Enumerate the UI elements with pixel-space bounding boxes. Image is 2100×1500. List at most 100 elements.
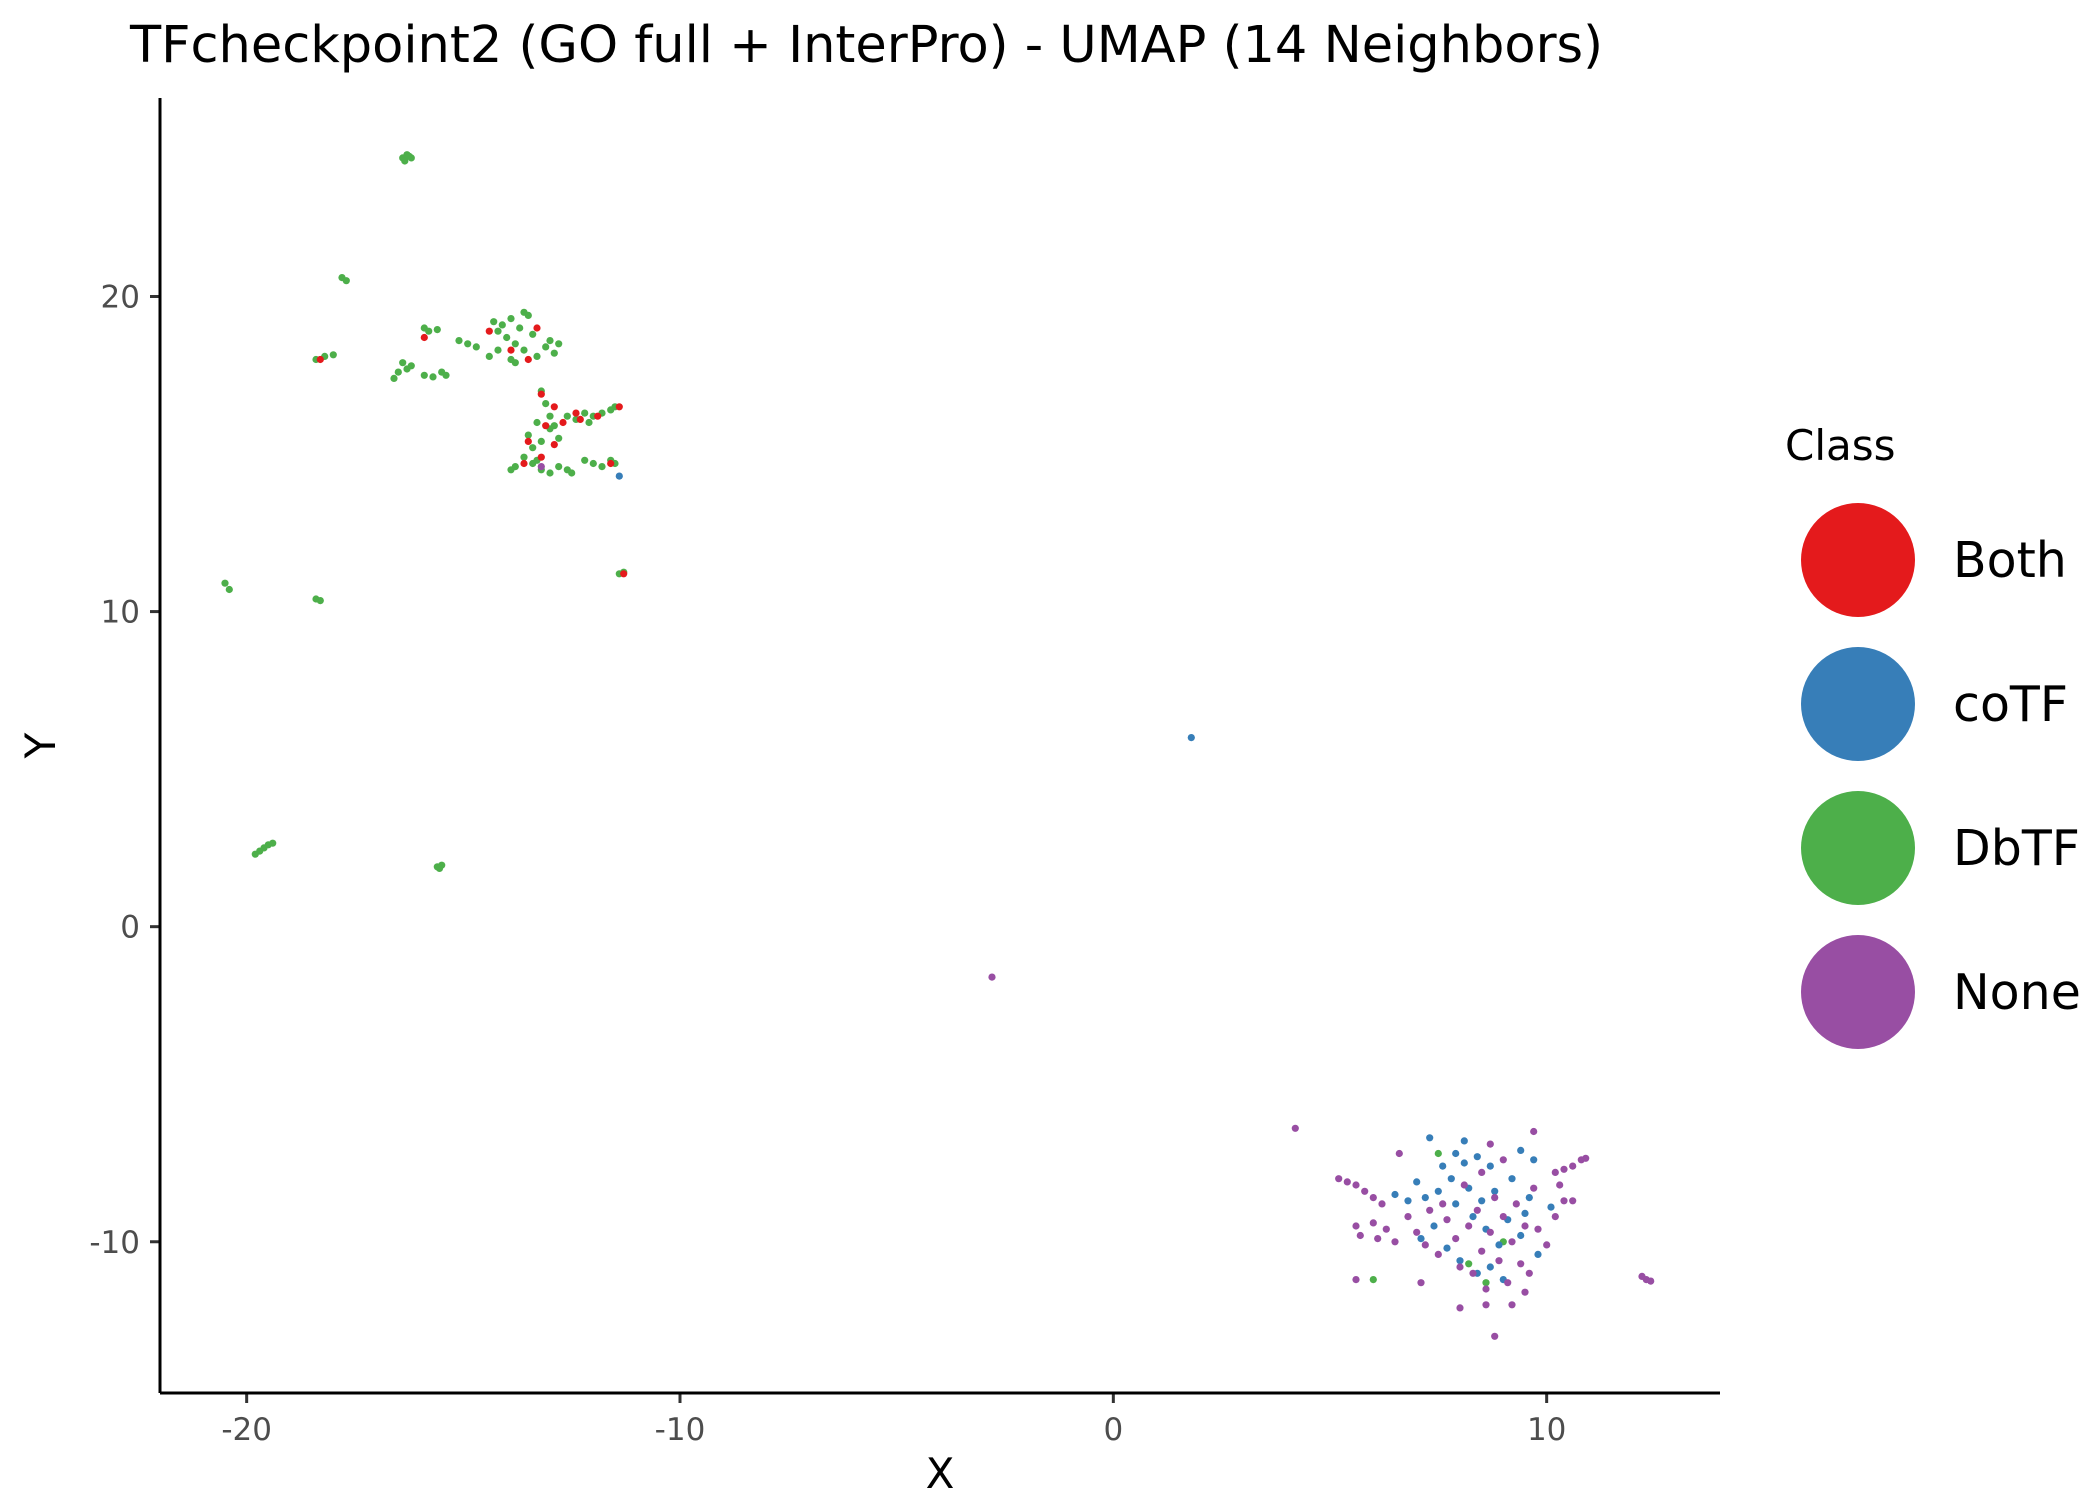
point-dbtf — [546, 337, 554, 345]
legend-key-none — [1801, 935, 1915, 1049]
point-none — [1478, 1247, 1486, 1255]
legend-label-cotf: coTF — [1953, 676, 2068, 733]
point-cotf — [1452, 1149, 1460, 1158]
point-cotf — [1469, 1213, 1477, 1221]
point-dbtf — [511, 340, 519, 348]
point-none — [1569, 1162, 1577, 1170]
point-none — [1352, 1222, 1360, 1230]
point-none — [1443, 1216, 1451, 1224]
point-dbtf — [1482, 1279, 1490, 1287]
point-both — [550, 441, 558, 449]
point-none — [1647, 1277, 1655, 1285]
point-cotf — [1534, 1250, 1542, 1258]
legend-label-both: Both — [1953, 532, 2067, 589]
point-none — [1434, 1250, 1442, 1258]
chart-title: TFcheckpoint2 (GO full + InterPro) - UMA… — [129, 16, 1603, 75]
point-dbtf — [420, 371, 428, 379]
point-cotf — [1473, 1153, 1481, 1161]
point-cotf — [1434, 1187, 1442, 1195]
point-dbtf — [425, 327, 433, 335]
point-none — [1491, 1194, 1499, 1202]
point-none — [1426, 1206, 1434, 1214]
legend-key-both — [1801, 503, 1915, 617]
y-axis-ticks: -10 0 10 20 — [89, 280, 160, 1261]
point-dbtf — [316, 597, 324, 605]
point-cotf — [1421, 1194, 1429, 1202]
legend-label-dbtf: DbTF — [1953, 820, 2080, 877]
x-tick-label: -20 — [221, 1412, 272, 1448]
point-dbtf — [533, 352, 541, 360]
point-none — [1482, 1285, 1490, 1293]
point-dbtf — [546, 412, 554, 420]
point-dbtf — [485, 352, 493, 360]
point-dbtf — [516, 324, 524, 332]
point-dbtf — [581, 409, 589, 417]
point-none — [1361, 1187, 1369, 1195]
point-none — [1556, 1181, 1564, 1189]
point-none — [1413, 1228, 1421, 1236]
point-none — [1551, 1213, 1559, 1221]
point-none — [1460, 1181, 1468, 1189]
point-both — [533, 324, 541, 332]
point-cotf — [1413, 1178, 1421, 1186]
point-dbtf — [433, 326, 441, 334]
point-cotf — [1530, 1156, 1538, 1164]
point-dbtf — [221, 579, 229, 587]
point-none — [1551, 1168, 1559, 1176]
point-none — [1356, 1231, 1364, 1240]
point-both — [542, 422, 550, 430]
point-none — [1374, 1235, 1382, 1243]
point-dbtf — [494, 327, 502, 335]
point-none — [1369, 1219, 1377, 1227]
point-dbtf — [520, 453, 528, 461]
point-none — [1352, 1181, 1360, 1189]
point-dbtf — [589, 459, 597, 468]
point-dbtf — [529, 444, 537, 452]
point-none — [1378, 1200, 1386, 1208]
point-cotf — [1478, 1197, 1486, 1205]
point-dbtf — [524, 431, 532, 439]
x-tick-label: 0 — [1103, 1412, 1123, 1448]
point-dbtf — [405, 152, 413, 160]
point-cotf — [1508, 1175, 1516, 1183]
point-dbtf — [498, 321, 506, 329]
legend-label-none: None — [1953, 964, 2081, 1021]
point-dbtf — [464, 340, 472, 348]
point-dbtf — [269, 839, 277, 847]
legend-title: Class — [1785, 421, 1896, 470]
point-both — [594, 412, 602, 420]
point-dbtf — [542, 400, 550, 408]
point-cotf — [1491, 1187, 1499, 1195]
point-dbtf — [390, 374, 398, 382]
point-dbtf — [520, 346, 528, 354]
point-none — [1439, 1200, 1447, 1208]
point-dbtf — [442, 371, 450, 379]
point-both — [524, 355, 532, 364]
point-dbtf — [550, 349, 558, 357]
point-dbtf — [529, 330, 537, 338]
point-none — [1369, 1194, 1377, 1202]
point-cotf — [1517, 1146, 1525, 1154]
point-dbtf — [507, 355, 515, 364]
legend-key-cotf — [1801, 647, 1915, 761]
x-axis-label: X — [926, 1449, 955, 1498]
legend-key-dbtf — [1801, 791, 1915, 905]
point-dbtf — [507, 466, 515, 474]
point-dbtf — [472, 343, 480, 351]
point-none — [1417, 1279, 1425, 1287]
y-tick-label: 10 — [101, 595, 140, 631]
point-dbtf — [555, 434, 563, 442]
point-dbtf — [455, 337, 463, 345]
point-cotf — [1447, 1175, 1455, 1183]
point-both — [520, 459, 528, 468]
point-none — [1404, 1213, 1412, 1221]
point-none — [1395, 1149, 1403, 1158]
point-both — [576, 415, 584, 423]
point-both — [507, 346, 515, 354]
point-both — [572, 409, 580, 417]
point-none — [1499, 1156, 1507, 1164]
point-dbtf — [568, 469, 576, 477]
point-dbtf — [394, 368, 402, 376]
point-both — [537, 453, 545, 461]
point-none — [1525, 1269, 1533, 1277]
